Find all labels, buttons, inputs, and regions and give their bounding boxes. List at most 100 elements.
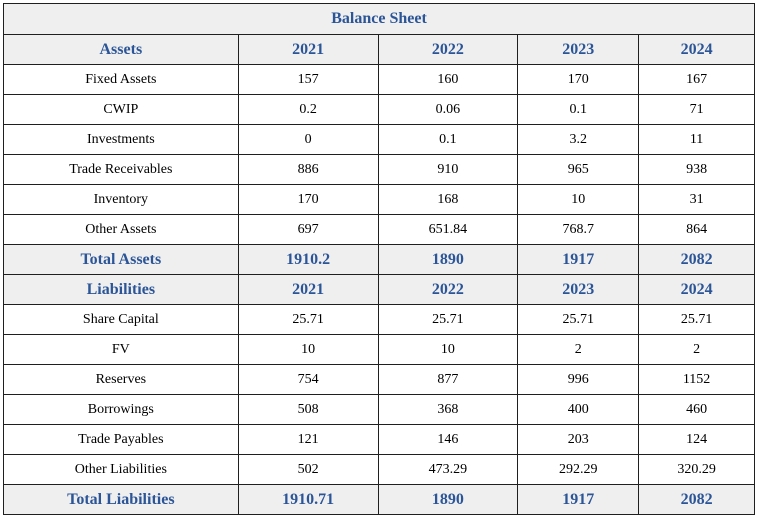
cell-y2021: 2021	[237, 34, 379, 65]
cell-y2024: 11	[638, 124, 755, 155]
cell-y2024: 2024	[638, 274, 755, 305]
cell-label: Other Liabilities	[3, 454, 239, 485]
cell-y2021: 2021	[237, 274, 379, 305]
table-row: Fixed Assets 157 160 170 167	[3, 64, 755, 95]
cell-y2024: 1152	[638, 364, 755, 395]
cell-y2023: 1917	[517, 484, 640, 515]
cell-label: Investments	[3, 124, 239, 155]
cell-y2022: 368	[377, 394, 519, 425]
cell-y2022: 2022	[377, 274, 519, 305]
cell-y2024: 71	[638, 94, 755, 125]
cell-y2021: 1910.71	[237, 484, 379, 515]
cell-y2024: 31	[638, 184, 755, 215]
cell-y2022: 473.29	[377, 454, 519, 485]
cell-y2024: 124	[638, 424, 755, 455]
balance-sheet-table: Balance Sheet Assets 2021 2022 2023 2024 Fixe…	[3, 3, 755, 515]
cell-y2024: 2024	[638, 34, 755, 65]
assets-header-row: Assets 2021 2022 2023 2024	[3, 34, 755, 65]
cell-y2021: 508	[237, 394, 379, 425]
cell-y2022: 1890	[377, 484, 519, 515]
cell-y2021: 25.71	[237, 304, 379, 335]
cell-label: Assets	[3, 34, 239, 65]
cell-y2022: 0.1	[377, 124, 519, 155]
cell-y2024: 460	[638, 394, 755, 425]
cell-y2022: 160	[377, 64, 519, 95]
cell-y2022: 146	[377, 424, 519, 455]
table-row: FV 10 10 2 2	[3, 334, 755, 365]
total-liabilities-row: Total Liabilities 1910.71 1890 1917 2082	[3, 484, 755, 515]
cell-y2024: 2082	[638, 244, 755, 275]
cell-y2023: 292.29	[517, 454, 640, 485]
cell-y2023: 965	[517, 154, 640, 185]
table-row: CWIP 0.2 0.06 0.1 71	[3, 94, 755, 125]
cell-y2022: 2022	[377, 34, 519, 65]
cell-y2023: 10	[517, 184, 640, 215]
cell-y2021: 1910.2	[237, 244, 379, 275]
cell-y2023: 2	[517, 334, 640, 365]
cell-y2023: 203	[517, 424, 640, 455]
table-row: Reserves 754 877 996 1152	[3, 364, 755, 395]
balance-sheet-body: Balance Sheet Assets 2021 2022 2023 2024 Fixe…	[3, 3, 755, 515]
table-row: Trade Payables 121 146 203 124	[3, 424, 755, 455]
cell-y2022: 1890	[377, 244, 519, 275]
cell-y2021: 170	[237, 184, 379, 215]
cell-y2021: 502	[237, 454, 379, 485]
cell-y2022: 168	[377, 184, 519, 215]
cell-label: Trade Receivables	[3, 154, 239, 185]
cell-y2021: 121	[237, 424, 379, 455]
cell-y2021: 886	[237, 154, 379, 185]
cell-y2022: 877	[377, 364, 519, 395]
cell-y2022: 0.06	[377, 94, 519, 125]
cell-y2022: 10	[377, 334, 519, 365]
cell-y2022: 25.71	[377, 304, 519, 335]
cell-label: Other Assets	[3, 214, 239, 245]
cell-y2024: 938	[638, 154, 755, 185]
title-row: Balance Sheet	[3, 3, 755, 35]
cell-y2024: 320.29	[638, 454, 755, 485]
table-row: Share Capital 25.71 25.71 25.71 25.71	[3, 304, 755, 335]
cell-label: Liabilities	[3, 274, 239, 305]
cell-label: CWIP	[3, 94, 239, 125]
table-row: Other Assets 697 651.84 768.7 864	[3, 214, 755, 245]
table-row: Other Liabilities 502 473.29 292.29 320.29	[3, 454, 755, 485]
cell-y2023: 0.1	[517, 94, 640, 125]
liabilities-header-row: Liabilities 2021 2022 2023 2024	[3, 274, 755, 305]
cell-y2023: 170	[517, 64, 640, 95]
total-assets-row: Total Assets 1910.2 1890 1917 2082	[3, 244, 755, 275]
cell-label: Total Assets	[3, 244, 239, 275]
table-row: Inventory 170 168 10 31	[3, 184, 755, 215]
cell-label: Fixed Assets	[3, 64, 239, 95]
cell-y2023: 25.71	[517, 304, 640, 335]
cell-y2021: 754	[237, 364, 379, 395]
cell-label: Inventory	[3, 184, 239, 215]
cell-y2023: 2023	[517, 274, 640, 305]
cell-y2023: 1917	[517, 244, 640, 275]
table-title: Balance Sheet	[3, 3, 755, 35]
cell-y2023: 2023	[517, 34, 640, 65]
cell-y2022: 910	[377, 154, 519, 185]
table-row: Investments 0 0.1 3.2 11	[3, 124, 755, 155]
cell-y2024: 2	[638, 334, 755, 365]
cell-y2024: 2082	[638, 484, 755, 515]
table-row: Borrowings 508 368 400 460	[3, 394, 755, 425]
cell-label: Total Liabilities	[3, 484, 239, 515]
cell-label: FV	[3, 334, 239, 365]
table-row: Trade Receivables 886 910 965 938	[3, 154, 755, 185]
cell-y2022: 651.84	[377, 214, 519, 245]
cell-y2021: 0.2	[237, 94, 379, 125]
cell-label: Reserves	[3, 364, 239, 395]
cell-y2021: 157	[237, 64, 379, 95]
cell-y2023: 400	[517, 394, 640, 425]
cell-label: Trade Payables	[3, 424, 239, 455]
cell-y2021: 697	[237, 214, 379, 245]
cell-y2024: 167	[638, 64, 755, 95]
cell-y2023: 3.2	[517, 124, 640, 155]
cell-label: Share Capital	[3, 304, 239, 335]
cell-label: Borrowings	[3, 394, 239, 425]
cell-y2023: 768.7	[517, 214, 640, 245]
cell-y2023: 996	[517, 364, 640, 395]
cell-y2021: 10	[237, 334, 379, 365]
cell-y2024: 864	[638, 214, 755, 245]
cell-y2021: 0	[237, 124, 379, 155]
cell-y2024: 25.71	[638, 304, 755, 335]
